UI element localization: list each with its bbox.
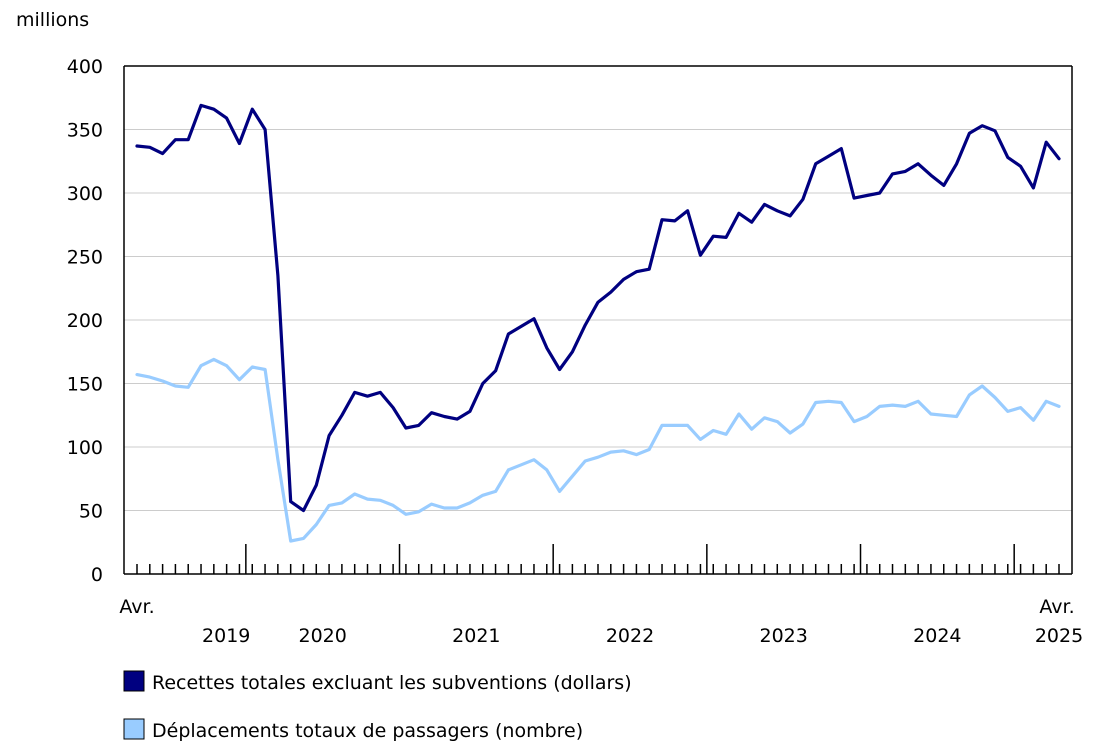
legend-label-2: Déplacements totaux de passagers (nombre…	[152, 720, 583, 742]
y-axis-ticks: 0 50 100 150 200 250 300 350 400	[67, 56, 103, 586]
axes: millions	[16, 9, 1073, 575]
x-end-month-label: Avr.	[1039, 596, 1074, 618]
series-lines	[135, 103, 1061, 543]
y-tick-label-250: 250	[67, 247, 103, 269]
y-tick-label-150: 150	[67, 374, 103, 396]
x-year-label-2019: 2019	[202, 625, 250, 647]
legend-swatch-2	[123, 718, 145, 740]
y-tick-label-200: 200	[67, 310, 103, 332]
x-axis-ticks: Avr. Avr.	[119, 544, 1075, 618]
legend: Recettes totales excluant les subvention…	[123, 670, 632, 742]
series-line-1	[135, 103, 1061, 513]
y-tick-label-50: 50	[79, 501, 103, 523]
x-year-label-2023: 2023	[760, 625, 808, 647]
x-year-label-2021: 2021	[452, 625, 500, 647]
legend-label-1: Recettes totales excluant les subvention…	[152, 672, 632, 694]
x-year-labels: 2019 2020 2021 2022 2023 2024 2025	[202, 625, 1083, 647]
y-tick-label-350: 350	[67, 120, 103, 142]
x-year-label-2024: 2024	[913, 625, 961, 647]
x-start-month-label: Avr.	[119, 596, 154, 618]
x-year-label-2022: 2022	[606, 625, 654, 647]
series-line-2	[135, 357, 1061, 543]
y-tick-label-300: 300	[67, 183, 103, 205]
x-year-label-2025: 2025	[1035, 625, 1083, 647]
legend-swatch-1	[123, 670, 145, 692]
x-year-label-2020: 2020	[299, 625, 347, 647]
y-tick-label-100: 100	[67, 437, 103, 459]
y-tick-label-0: 0	[91, 564, 103, 586]
y-tick-label-400: 400	[67, 56, 103, 78]
y-unit-label: millions	[16, 9, 89, 31]
